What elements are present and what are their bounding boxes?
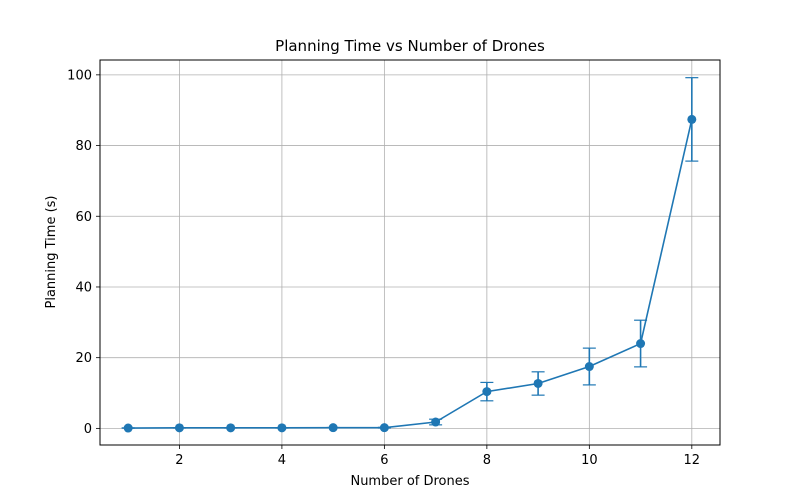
series-line [121,77,699,433]
data-point-6 [431,417,441,427]
data-point-7 [482,387,492,397]
data-point-0 [123,423,133,433]
data-point-3 [277,423,287,433]
y-tick-label-1: 20 [75,351,92,366]
x-tick-label-0: 2 [175,453,183,468]
data-point-9 [584,362,594,372]
x-tick-label-3: 8 [483,453,491,468]
data-point-8 [533,378,543,388]
y-tick-label-2: 40 [75,280,92,295]
x-axis-label: Number of Drones [350,474,469,489]
y-tick-label-0: 0 [84,422,92,437]
y-tick-label-3: 60 [75,210,92,225]
x-tick-label-4: 10 [581,453,598,468]
data-point-4 [328,423,338,433]
plot-frame [99,59,721,446]
x-tick-label-5: 12 [684,453,701,468]
axis-ticks: 2 4 6 8 10 12 0 20 40 60 80 100 [67,68,700,468]
data-point-10 [636,339,646,349]
grid [100,60,720,445]
y-tick-label-4: 80 [75,139,92,154]
y-tick-label-5: 100 [67,68,92,83]
data-point-2 [226,423,236,433]
data-point-1 [174,423,184,433]
data-point-11 [687,114,697,124]
series-line-0 [128,119,693,429]
y-axis-label: Planning Time (s) [44,196,59,309]
chart-title: Planning Time vs Number of Drones [275,37,545,55]
data-point-5 [379,423,389,433]
x-tick-label-2: 6 [380,453,388,468]
x-tick-label-1: 4 [278,453,286,468]
